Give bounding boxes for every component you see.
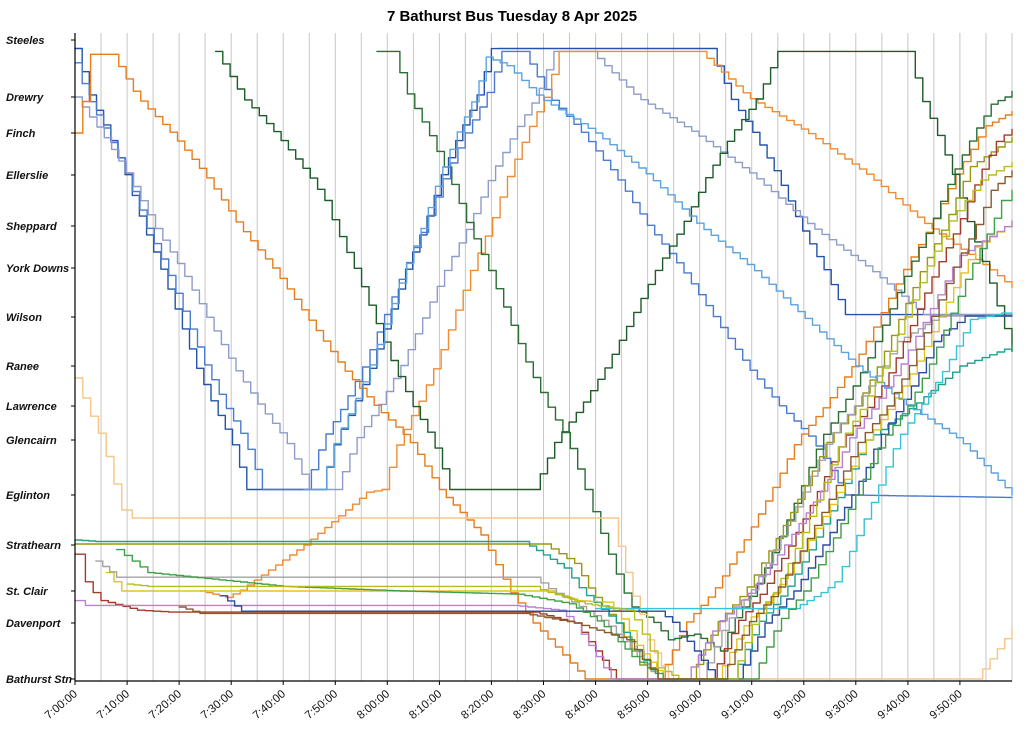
station-label: Lawrence [6, 401, 57, 413]
series-brown-1 [178, 170, 1013, 680]
series-green-1 [115, 189, 1013, 680]
x-tick-label: 7:50:00 [303, 688, 340, 722]
series-yellow-1 [105, 220, 1013, 680]
station-label: Steeles [6, 35, 45, 47]
x-tick-label: 8:40:00 [563, 688, 600, 722]
x-tick-label: 9:20:00 [772, 688, 809, 722]
station-label: Eglinton [6, 490, 50, 502]
station-label: Ranee [6, 361, 39, 373]
series-darkgreen-1 [214, 50, 1013, 491]
series-darkgreen-2 [376, 50, 1013, 652]
x-tick-label: 9:50:00 [928, 688, 965, 722]
chart-series [74, 47, 1013, 680]
series-gray-1 [95, 315, 1013, 680]
x-tick-label: 8:50:00 [615, 688, 652, 722]
station-label: Wilson [6, 312, 42, 324]
series-orange-1 [74, 53, 1013, 680]
x-tick-label: 8:30:00 [511, 688, 548, 722]
chart-axes [71, 33, 1012, 682]
x-tick-label: 7:10:00 [95, 688, 132, 722]
station-label: Davenport [6, 618, 62, 630]
x-tick-label: 9:10:00 [720, 688, 757, 722]
series-slate-1 [74, 50, 1013, 491]
x-tick-label: 9:40:00 [876, 688, 913, 722]
x-tick-label: 9:00:00 [668, 688, 705, 722]
series-yellowgreen-1 [126, 161, 1013, 680]
x-tick-label: 9:30:00 [824, 688, 861, 722]
series-navy-1 [74, 47, 1013, 491]
x-tick-label: 7:20:00 [147, 688, 184, 722]
station-label: Sheppard [6, 221, 57, 233]
chart-title: 7 Bathurst Bus Tuesday 8 Apr 2025 [387, 8, 637, 25]
series-peach-1 [74, 377, 1013, 680]
station-label: St. Clair [6, 586, 48, 598]
station-label: Strathearn [6, 540, 61, 552]
x-tick-label: 7:40:00 [251, 688, 288, 722]
station-label: Glencairn [6, 435, 57, 447]
series-navyflat-1 [220, 315, 1013, 680]
station-label: York Downs [6, 263, 69, 275]
station-label: Ellerslie [6, 170, 48, 182]
station-label: Finch [6, 128, 36, 140]
x-tick-label: 7:00:00 [43, 688, 80, 722]
station-label: Bathurst Stn [6, 674, 72, 686]
chart-gridlines [74, 33, 1013, 681]
station-label: Drewry [6, 92, 44, 104]
series-darkred-1 [74, 128, 1013, 680]
series-cyan-1 [594, 312, 1013, 610]
x-tick-label: 8:20:00 [459, 688, 496, 722]
x-tick-label: 8:10:00 [407, 688, 444, 722]
series-lightblue-1 [303, 56, 1013, 496]
series-orange-2 [199, 50, 1013, 599]
x-tick-label: 8:00:00 [355, 688, 392, 722]
x-tick-label: 7:30:00 [199, 688, 236, 722]
